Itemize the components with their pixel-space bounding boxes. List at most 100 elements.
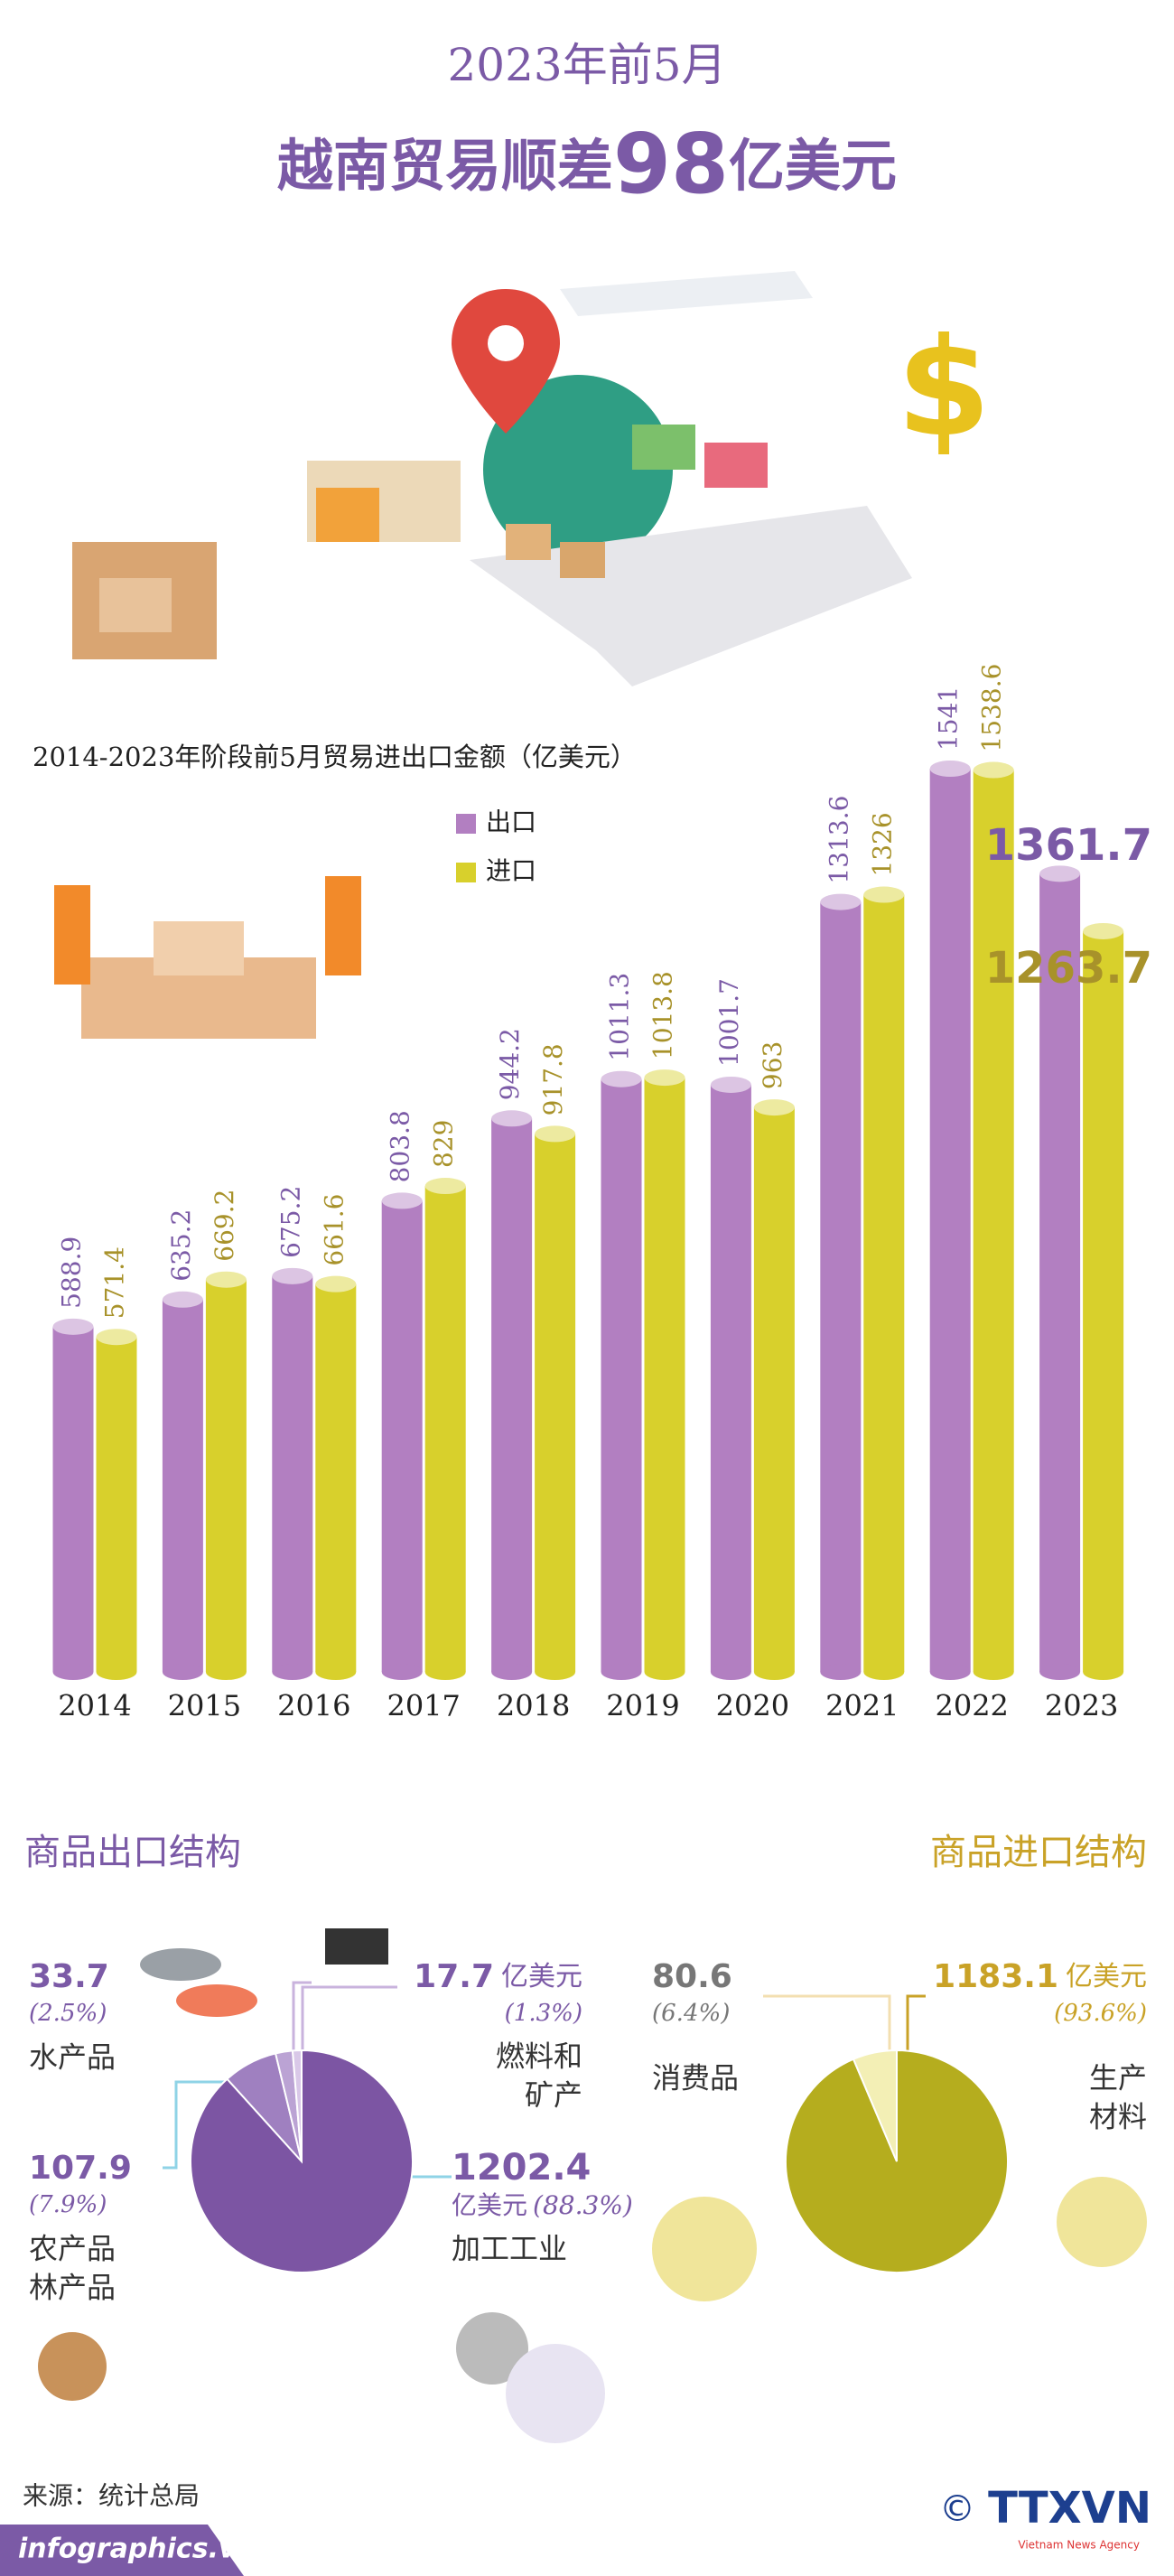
bar-cap bbox=[162, 1291, 203, 1308]
bar-cap bbox=[491, 1110, 533, 1127]
bar-base bbox=[601, 1664, 642, 1680]
bar-base bbox=[973, 1664, 1014, 1680]
value-line: 33.7 bbox=[29, 1958, 109, 1995]
bar-cap bbox=[863, 886, 905, 903]
bar-cap bbox=[601, 1070, 642, 1087]
bar-base bbox=[424, 1664, 466, 1680]
share-label: (1.3%) bbox=[505, 2000, 582, 2027]
category-label: 水产品 bbox=[29, 2040, 116, 2075]
value-label: 80.6 bbox=[652, 1958, 732, 1995]
copyright: © bbox=[939, 2488, 975, 2530]
value-label: 669.2 bbox=[210, 1190, 239, 1262]
bar bbox=[315, 1283, 357, 1672]
x-tick-label: 2019 bbox=[606, 1689, 679, 1723]
value-label: 1183.1 bbox=[933, 1958, 1058, 1995]
bar bbox=[535, 1134, 576, 1672]
bar-base bbox=[710, 1664, 751, 1680]
bar-cap bbox=[1039, 865, 1081, 882]
x-tick-label: 2023 bbox=[1045, 1689, 1118, 1723]
pie-slice bbox=[291, 2049, 303, 2162]
value-label: 17.7 bbox=[414, 1958, 494, 1995]
bar bbox=[1083, 930, 1124, 1672]
bar-cap bbox=[973, 761, 1014, 779]
x-tick-label: 2020 bbox=[716, 1689, 789, 1723]
value-label: 675.2 bbox=[275, 1186, 305, 1258]
bar bbox=[863, 894, 905, 1672]
bar-cap bbox=[820, 893, 862, 910]
title-part: 越南贸易顺差 bbox=[277, 133, 613, 199]
unit-label: 亿美元 bbox=[452, 2190, 527, 2220]
pie-slice bbox=[852, 2049, 898, 2162]
bar bbox=[52, 1326, 94, 1672]
value-label: 571.4 bbox=[100, 1246, 130, 1319]
bar-base bbox=[491, 1664, 533, 1680]
bar-base bbox=[753, 1664, 795, 1680]
share-label: (93.6%) bbox=[1054, 2000, 1147, 2027]
share-label: (7.9%) bbox=[29, 2191, 107, 2218]
bar-cap bbox=[315, 1275, 357, 1293]
bar-base bbox=[52, 1664, 94, 1680]
title-line1: 2023年前5月 bbox=[447, 39, 726, 91]
value-label: 1326 bbox=[867, 812, 897, 876]
value-label: 1263.7 bbox=[985, 943, 1152, 994]
chart-title: 2014-2023年阶段前5月贸易进出口金额（亿美元） bbox=[33, 742, 637, 772]
value-label: 1361.7 bbox=[985, 820, 1152, 871]
bar-cap bbox=[929, 761, 971, 777]
bar bbox=[601, 1078, 642, 1672]
share-label: (6.4%) bbox=[652, 2000, 730, 2027]
bar-cap bbox=[424, 1178, 466, 1195]
bar bbox=[96, 1337, 137, 1672]
legend-label: 出口 bbox=[486, 807, 536, 837]
value-label: 1202.4 bbox=[452, 2147, 591, 2189]
value-label: 1013.8 bbox=[648, 971, 678, 1059]
share-line: 亿美元 (88.3%) bbox=[452, 2190, 633, 2220]
bar-cap bbox=[535, 1125, 576, 1143]
logo: TTXVN bbox=[988, 2483, 1151, 2534]
x-tick-label: 2022 bbox=[935, 1689, 1008, 1723]
bar bbox=[753, 1107, 795, 1672]
value-label: 917.8 bbox=[538, 1043, 568, 1115]
value-label: 829 bbox=[429, 1120, 459, 1168]
bar-cap bbox=[205, 1271, 247, 1288]
category-label: 材料 bbox=[1089, 2100, 1147, 2134]
pie-title: 商品出口结构 bbox=[24, 1832, 241, 1873]
title-line2: 越南贸易顺差98亿美元 bbox=[277, 116, 897, 212]
value-label: 963 bbox=[758, 1041, 787, 1089]
bar-cap bbox=[96, 1329, 137, 1346]
bar bbox=[205, 1279, 247, 1672]
bar-base bbox=[929, 1664, 971, 1680]
value-label: 1313.6 bbox=[824, 796, 853, 884]
value-label: 803.8 bbox=[386, 1110, 415, 1182]
pie-title: 商品进口结构 bbox=[930, 1832, 1147, 1873]
category-label: 矿产 bbox=[525, 2078, 582, 2113]
bar bbox=[929, 769, 971, 1672]
illustration: $ bbox=[54, 271, 991, 1039]
legend-swatch bbox=[456, 814, 476, 834]
bar-base bbox=[1083, 1664, 1124, 1680]
footer-band bbox=[0, 2525, 244, 2576]
category-label: 消费品 bbox=[652, 2061, 739, 2095]
value-label: 635.2 bbox=[166, 1209, 196, 1282]
share-label: (88.3%) bbox=[533, 2190, 633, 2220]
x-tick-label: 2014 bbox=[58, 1689, 131, 1723]
bar-cap bbox=[644, 1069, 685, 1087]
bar-base bbox=[820, 1664, 862, 1680]
bar bbox=[272, 1275, 313, 1672]
bar bbox=[644, 1078, 685, 1672]
bar bbox=[381, 1200, 423, 1672]
value-label: 1011.3 bbox=[605, 973, 635, 1061]
bar bbox=[710, 1084, 751, 1672]
bar-cap bbox=[753, 1099, 795, 1116]
bar-base bbox=[863, 1664, 905, 1680]
bar-cap bbox=[1083, 922, 1124, 939]
bar-base bbox=[315, 1664, 357, 1680]
category-label: 农产品 bbox=[29, 2232, 116, 2266]
x-tick-label: 2021 bbox=[825, 1689, 899, 1723]
category-label: 生产 bbox=[1089, 2061, 1147, 2095]
bar-base bbox=[644, 1664, 685, 1680]
bar-base bbox=[272, 1664, 313, 1680]
x-tick-label: 2018 bbox=[497, 1689, 570, 1723]
bar-base bbox=[535, 1664, 576, 1680]
bar bbox=[973, 770, 1014, 1672]
